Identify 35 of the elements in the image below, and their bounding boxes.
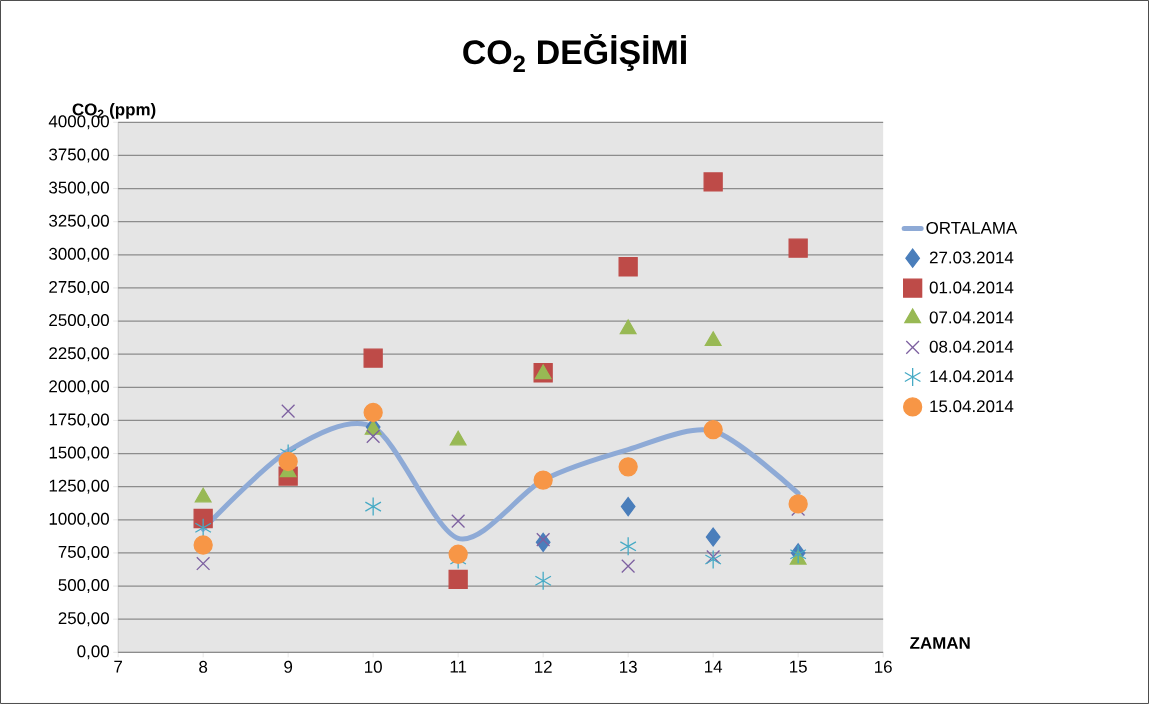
legend-label: 15.04.2014 — [930, 400, 1014, 413]
x-axis-title: ZAMAN — [910, 637, 970, 649]
y-tick-label: 1500,00 — [49, 446, 109, 461]
x-tick-label: 12 — [535, 660, 552, 673]
y-tick-label: 2000,00 — [49, 380, 109, 395]
x-tick-label: 13 — [620, 660, 637, 673]
y-tick-label: 1000,00 — [49, 512, 109, 527]
legend-label: 07.04.2014 — [929, 311, 1014, 324]
x-tick-label: 16 — [875, 660, 892, 673]
chart-title: CO$_{2}$ DEĞİŞİMİ — [463, 34, 686, 72]
x-tick-label: 8 — [199, 660, 208, 673]
y-tick-label: 1250,00 — [49, 479, 109, 494]
y-tick-label: 1750,00 — [49, 413, 109, 428]
y-tick-label: 2500,00 — [49, 314, 109, 329]
y-tick-label: 2250,00 — [49, 347, 109, 362]
y-tick-label: 3750,00 — [49, 148, 109, 163]
legend-label: 27.03.2014 — [929, 251, 1014, 264]
y-tick-label: 0,00 — [77, 645, 109, 660]
x-tick-label: 9 — [284, 660, 293, 673]
y-tick-label: 250,00 — [58, 612, 109, 627]
y-tick-label: 3250,00 — [49, 214, 109, 229]
y-tick-label: 2750,00 — [49, 280, 109, 295]
x-tick-label: 10 — [365, 660, 382, 673]
y-tick-label: 750,00 — [58, 545, 109, 560]
legend-label: ORTALAMA — [926, 221, 1018, 234]
x-tick-label: 7 — [114, 660, 123, 673]
y-tick-label: 500,00 — [58, 579, 109, 594]
legend-label: 08.04.2014 — [929, 340, 1014, 353]
legend-label: 14.04.2014 — [930, 370, 1014, 383]
x-tick-label: 11 — [450, 660, 467, 673]
x-tick-label: 14 — [705, 660, 723, 673]
x-tick-label: 15 — [790, 660, 807, 673]
legend-label: 01.04.2014 — [929, 281, 1014, 294]
y-tick-label: 3500,00 — [49, 181, 109, 196]
y-tick-label: 3000,00 — [49, 247, 109, 262]
